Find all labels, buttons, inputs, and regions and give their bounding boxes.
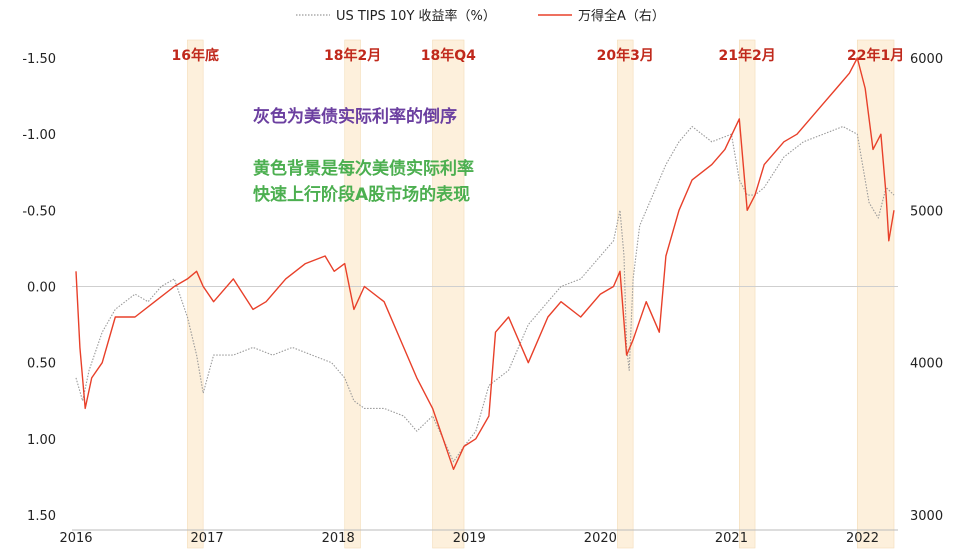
x-tick-0: 2016 <box>59 531 92 546</box>
x-tick-1: 2017 <box>191 531 224 546</box>
legend: US TIPS 10Y 收益率（%） 万得全A（右） <box>296 8 665 24</box>
right-tick-1: 5000 <box>910 204 943 219</box>
highlight-band-5 <box>856 39 895 549</box>
series-line-0 <box>75 125 895 463</box>
x-tick-3: 2019 <box>453 531 486 546</box>
annotation-yellow-note-line2: 快速上行阶段A股市场的表现 <box>253 184 470 205</box>
right-axis-ticks: 6000 5000 4000 3000 <box>910 52 943 524</box>
highlight-band-2 <box>432 39 465 549</box>
right-tick-3: 3000 <box>910 509 943 524</box>
x-tick-4: 2020 <box>584 531 617 546</box>
left-tick-3: 0.00 <box>27 281 56 296</box>
x-tick-6: 2022 <box>846 531 879 546</box>
period-label-3: 20年3月 <box>597 47 654 64</box>
series-line-1 <box>75 57 895 470</box>
highlight-band-3 <box>617 39 634 549</box>
x-tick-2: 2018 <box>322 531 355 546</box>
period-labels: 16年底 18年2月 18年Q4 20年3月 21年2月 22年1月 <box>172 47 905 64</box>
right-tick-0: 6000 <box>910 52 943 67</box>
left-tick-4: 0.50 <box>27 357 56 372</box>
annotations: 灰色为美债实际利率的倒序 黄色背景是每次美债实际利率 快速上行阶段A股市场的表现 <box>253 106 474 205</box>
left-tick-1: -1.00 <box>22 128 56 143</box>
right-tick-2: 4000 <box>910 357 943 372</box>
annotation-yellow-note-line1: 黄色背景是每次美债实际利率 <box>253 158 474 179</box>
x-tick-5: 2021 <box>715 531 748 546</box>
highlight-band-4 <box>739 39 756 549</box>
left-tick-2: -0.50 <box>22 204 56 219</box>
left-axis-ticks: -1.50 -1.00 -0.50 0.00 0.50 1.00 1.50 <box>22 52 56 524</box>
annotation-inverted-note: 灰色为美债实际利率的倒序 <box>253 106 457 127</box>
series-lines <box>75 57 895 470</box>
period-label-0: 16年底 <box>172 47 219 64</box>
period-label-5: 22年1月 <box>847 47 904 64</box>
left-tick-0: -1.50 <box>22 52 56 67</box>
period-label-2: 18年Q4 <box>421 47 476 64</box>
left-tick-6: 1.50 <box>27 509 56 524</box>
legend-label-wind: 万得全A（右） <box>578 8 665 24</box>
period-label-1: 18年2月 <box>324 47 381 64</box>
legend-label-tips: US TIPS 10Y 收益率（%） <box>336 8 496 24</box>
x-axis-ticks: 2016 2017 2018 2019 2020 2021 2022 <box>59 531 879 546</box>
left-tick-5: 1.00 <box>27 433 56 448</box>
highlight-band-0 <box>187 39 204 549</box>
period-label-4: 21年2月 <box>719 47 776 64</box>
